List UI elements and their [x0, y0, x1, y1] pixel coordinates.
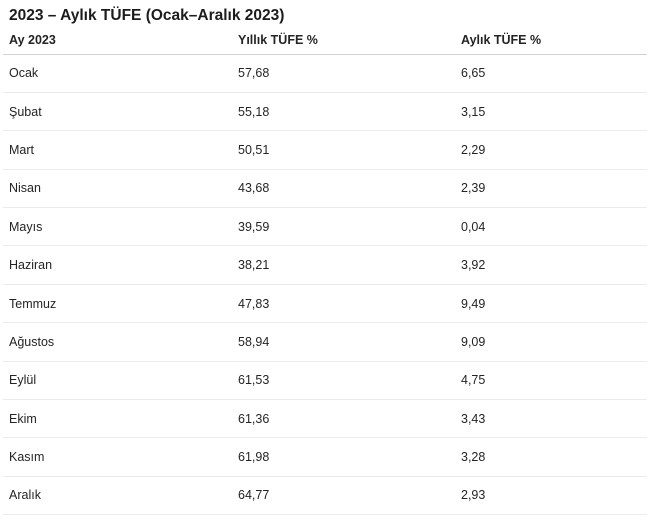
annual-value-cell: 39,59 — [238, 207, 461, 247]
column-header-month: Ay 2023 — [3, 26, 238, 55]
table-row: Ocak 57,68 6,65 — [3, 54, 647, 93]
annual-value-cell: 61,36 — [238, 399, 461, 439]
annual-value-cell: 47,83 — [238, 284, 461, 324]
month-cell: Mayıs — [3, 207, 238, 247]
month-cell: Ağustos — [3, 322, 238, 362]
table-row: Aralık 64,77 2,93 — [3, 476, 647, 516]
table-row: Kasım 61,98 3,28 — [3, 437, 647, 477]
monthly-value-cell: 9,09 — [461, 322, 647, 362]
monthly-value-cell: 2,93 — [461, 476, 647, 516]
month-cell: Nisan — [3, 169, 238, 209]
annual-value-cell: 58,94 — [238, 322, 461, 362]
table-row: Haziran 38,21 3,92 — [3, 245, 647, 285]
monthly-value-cell: 3,15 — [461, 92, 647, 132]
table-row: Mart 50,51 2,29 — [3, 130, 647, 170]
month-cell: Aralık — [3, 476, 238, 516]
monthly-value-cell: 3,43 — [461, 399, 647, 439]
annual-value-cell: 57,68 — [238, 54, 461, 93]
table-row: Eylül 61,53 4,75 — [3, 361, 647, 401]
page-title: 2023 – Aylık TÜFE (Ocak–Aralık 2023) — [9, 7, 285, 24]
table-body: Ocak 57,68 6,65 Şubat 55,18 3,15 Mart 50,51 2,29… — [3, 54, 647, 516]
annual-value-cell: 43,68 — [238, 169, 461, 209]
monthly-value-cell: 6,65 — [461, 54, 647, 93]
table-row: Mayıs 39,59 0,04 — [3, 207, 647, 247]
annual-value-cell: 38,21 — [238, 245, 461, 285]
monthly-value-cell: 2,29 — [461, 130, 647, 170]
table-row: Ekim 61,36 3,43 — [3, 399, 647, 439]
annual-value-cell: 64,77 — [238, 476, 461, 516]
table-row: Temmuz 47,83 9,49 — [3, 284, 647, 324]
month-cell: Eylül — [3, 361, 238, 401]
table-header-row: Ay 2023 Yıllık TÜFE % Aylık TÜFE % — [3, 26, 647, 55]
month-cell: Temmuz — [3, 284, 238, 324]
table-row: Ağustos 58,94 9,09 — [3, 322, 647, 362]
month-cell: Ocak — [3, 54, 238, 93]
month-cell: Haziran — [3, 245, 238, 285]
month-cell: Ekim — [3, 399, 238, 439]
annual-value-cell: 61,53 — [238, 361, 461, 401]
tufe-table: Ay 2023 Yıllık TÜFE % Aylık TÜFE % Ocak 5… — [3, 26, 647, 516]
annual-value-cell: 50,51 — [238, 130, 461, 170]
monthly-value-cell: 3,92 — [461, 245, 647, 285]
annual-value-cell: 55,18 — [238, 92, 461, 132]
monthly-value-cell: 9,49 — [461, 284, 647, 324]
page: 2023 – Aylık TÜFE (Ocak–Aralık 2023) Ay … — [3, 7, 647, 516]
table-row: Nisan 43,68 2,39 — [3, 169, 647, 209]
annual-value-cell: 61,98 — [238, 437, 461, 477]
month-cell: Şubat — [3, 92, 238, 132]
monthly-value-cell: 3,28 — [461, 437, 647, 477]
monthly-value-cell: 2,39 — [461, 169, 647, 209]
table-row: Şubat 55,18 3,15 — [3, 92, 647, 132]
month-cell: Kasım — [3, 437, 238, 477]
column-header-monthly-tufe: Aylık TÜFE % — [461, 26, 647, 55]
monthly-value-cell: 0,04 — [461, 207, 647, 247]
monthly-value-cell: 4,75 — [461, 361, 647, 401]
month-cell: Mart — [3, 130, 238, 170]
column-header-annual-tufe: Yıllık TÜFE % — [238, 26, 461, 55]
